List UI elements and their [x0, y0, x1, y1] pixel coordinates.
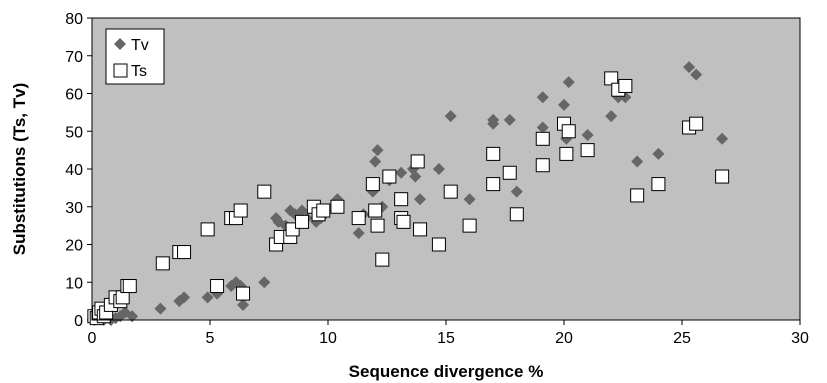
axis-ticks: 0 5 10 15 20 25 30 0 10 20 30 40 50 60 70 80: [65, 11, 809, 347]
data-point-tv: [237, 298, 250, 311]
data-point-ts: [200, 222, 215, 237]
y-axis-title: Substitutions (Ts, Tv): [10, 83, 29, 256]
data-point-tv: [631, 155, 644, 168]
data-point-tv: [296, 204, 309, 217]
data-point-tv: [716, 132, 729, 145]
data-point-tv: [558, 98, 570, 111]
data-point-ts: [651, 177, 666, 192]
data-point-ts: [486, 177, 501, 192]
legend: Tv Ts: [105, 28, 165, 85]
data-point-tv: [463, 193, 476, 206]
x-tick-label: 20: [555, 330, 573, 347]
data-point-tv: [432, 163, 445, 175]
data-point-tv: [126, 310, 139, 323]
data-points: [87, 61, 730, 326]
data-point-ts: [375, 252, 390, 267]
x-tick-label: 0: [88, 330, 97, 347]
y-tick-label: 40: [65, 162, 83, 179]
data-point-ts: [177, 245, 192, 260]
data-point-ts: [618, 78, 633, 93]
y-tick-label: 10: [65, 275, 83, 292]
data-point-ts: [535, 131, 550, 146]
data-point-ts: [365, 177, 380, 192]
data-point-ts: [443, 184, 458, 199]
data-point-ts: [561, 124, 576, 139]
legend-ts-label: Ts: [131, 63, 147, 80]
data-point-ts: [580, 143, 595, 158]
data-point-ts: [295, 214, 310, 229]
data-point-ts: [486, 146, 501, 161]
plot-border: [91, 17, 801, 321]
data-point-ts: [630, 188, 645, 203]
x-tick-label: 10: [319, 330, 337, 347]
data-point-ts: [316, 203, 331, 218]
data-point-ts: [462, 218, 477, 233]
data-point-tv: [605, 110, 618, 123]
data-point-ts: [233, 203, 248, 218]
y-tick-label: 30: [65, 200, 83, 217]
data-point-ts: [509, 207, 524, 222]
data-point-ts: [689, 116, 704, 131]
x-tick-label: 25: [673, 330, 691, 347]
data-point-tv: [536, 91, 549, 104]
y-tick-label: 60: [65, 87, 83, 104]
data-point-ts: [535, 158, 550, 173]
y-tick-label: 70: [65, 49, 83, 66]
data-point-ts: [368, 203, 383, 218]
data-point-tv: [536, 121, 549, 134]
data-point-tv: [201, 291, 214, 304]
data-point-tv: [154, 302, 167, 315]
data-point-ts: [559, 146, 574, 161]
data-point-tv: [409, 170, 422, 183]
data-point-tv: [581, 129, 594, 142]
data-point-ts: [394, 192, 409, 207]
y-tick-label: 0: [74, 313, 83, 330]
data-point-tv: [503, 113, 516, 126]
plot-area: [92, 18, 800, 320]
x-tick-label: 5: [206, 330, 215, 347]
data-point-tv: [414, 193, 427, 206]
data-point-ts: [236, 286, 251, 301]
data-point-ts: [410, 154, 425, 169]
data-point-ts: [715, 169, 730, 184]
data-point-ts: [604, 71, 619, 86]
data-point-tv: [562, 76, 575, 89]
data-point-tv: [395, 166, 408, 179]
data-point-ts: [257, 184, 272, 199]
y-tick-label: 80: [65, 11, 83, 28]
y-tick-label: 20: [65, 238, 83, 255]
data-point-tv: [371, 144, 384, 157]
data-point-tv: [510, 185, 523, 198]
data-point-ts: [431, 237, 446, 252]
data-point-ts: [210, 279, 225, 294]
data-point-ts: [155, 256, 170, 271]
legend-tv-label: Tv: [131, 37, 149, 54]
x-tick-label: 30: [791, 330, 809, 347]
data-point-tv: [352, 227, 365, 240]
legend-tv-marker: [114, 38, 126, 50]
data-point-ts: [370, 218, 385, 233]
data-point-tv: [444, 110, 457, 123]
data-point-tv: [369, 155, 382, 168]
data-point-ts: [122, 279, 137, 294]
y-tick-label: 50: [65, 124, 83, 141]
data-point-ts: [330, 199, 345, 214]
data-point-tv: [652, 147, 665, 160]
data-point-tv: [683, 61, 696, 74]
x-axis-title: Sequence divergence %: [349, 362, 544, 381]
data-point-ts: [351, 211, 366, 226]
data-point-tv: [178, 291, 191, 304]
data-point-ts: [413, 222, 428, 237]
data-point-tv: [690, 68, 703, 81]
x-tick-label: 15: [437, 330, 455, 347]
legend-ts-marker: [113, 63, 128, 78]
data-point-ts: [396, 214, 411, 229]
data-point-tv: [258, 276, 271, 289]
data-point-ts: [502, 165, 517, 180]
data-point-ts: [382, 169, 397, 184]
data-point-tv: [487, 113, 500, 126]
